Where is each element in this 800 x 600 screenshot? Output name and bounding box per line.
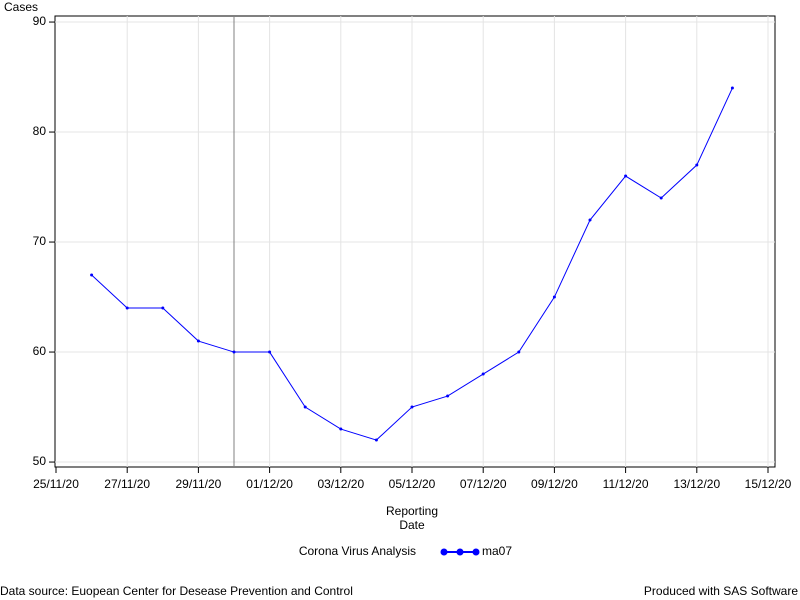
data-point	[196, 339, 200, 343]
x-tick-label: 27/11/20	[104, 477, 150, 491]
y-tick-label: 50	[33, 454, 47, 468]
data-point	[410, 405, 414, 409]
data-point	[695, 163, 699, 167]
x-tick-label: 29/11/20	[175, 477, 221, 491]
y-tick-label: 70	[33, 234, 47, 248]
x-tick-label: 09/12/20	[531, 477, 578, 491]
y-tick-label: 90	[33, 14, 47, 28]
footnote: Data source: Euopean Center for Desease …	[0, 584, 353, 598]
data-point	[446, 394, 450, 398]
footnote: Produced with SAS Software	[644, 584, 798, 598]
x-tick-label: 01/12/20	[246, 477, 293, 491]
data-point	[339, 427, 343, 431]
data-point	[624, 174, 628, 178]
x-tick-label: 11/12/20	[603, 477, 649, 491]
x-tick-label: 13/12/20	[673, 477, 720, 491]
legend-label: ma07	[482, 544, 512, 558]
data-point	[232, 350, 236, 354]
data-point	[268, 350, 272, 354]
legend-title: Corona Virus Analysis	[299, 544, 416, 558]
data-point	[374, 438, 378, 442]
plot-frame	[54, 15, 776, 468]
data-point	[659, 196, 663, 200]
data-point	[588, 218, 592, 222]
data-point	[517, 350, 521, 354]
y-tick-label: 80	[33, 124, 47, 138]
x-tick-label: 15/12/20	[745, 477, 792, 491]
legend-marker	[440, 548, 448, 556]
legend-marker	[472, 548, 480, 556]
x-tick-label: 05/12/20	[389, 477, 436, 491]
data-point	[730, 86, 734, 90]
x-tick-label: 07/12/20	[460, 477, 507, 491]
data-point	[90, 273, 94, 277]
x-axis-label: Date	[399, 518, 425, 532]
data-point	[552, 295, 556, 299]
y-axis-label: Cases	[4, 0, 38, 14]
x-tick-label: 25/11/20	[33, 477, 79, 491]
data-point	[161, 306, 165, 310]
y-tick-label: 60	[33, 344, 47, 358]
x-axis-label: Reporting	[386, 504, 438, 518]
data-point	[481, 372, 485, 376]
data-point	[303, 405, 307, 409]
x-tick-label: 03/12/20	[317, 477, 364, 491]
data-point	[125, 306, 129, 310]
legend-marker	[456, 548, 464, 556]
